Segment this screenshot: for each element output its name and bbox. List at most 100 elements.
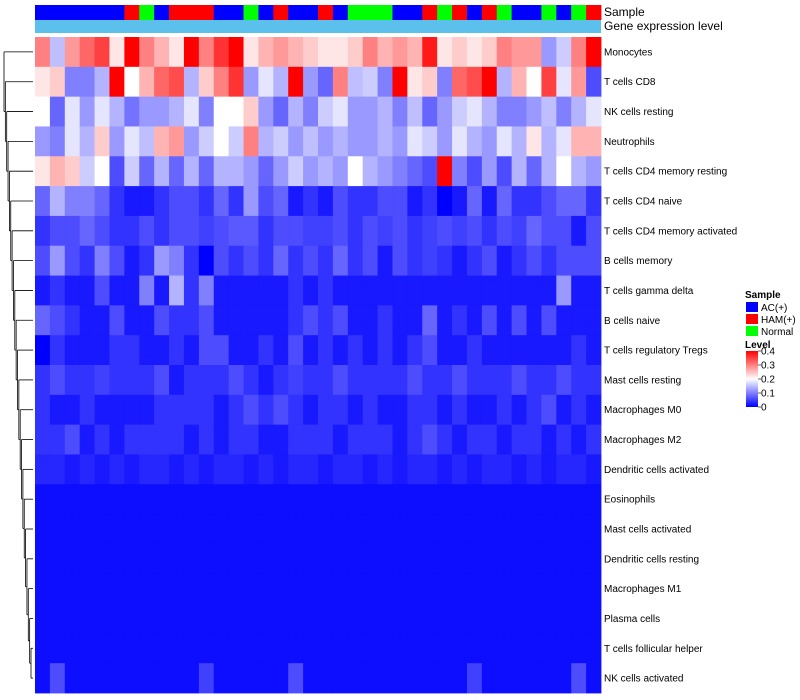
heatmap-cell	[288, 215, 304, 247]
heatmap-cell	[318, 335, 334, 366]
heatmap-cell	[377, 573, 393, 604]
heatmap-cell	[541, 484, 557, 515]
heatmap-cell	[362, 186, 378, 217]
heatmap-cell	[35, 245, 51, 276]
heatmap-cell	[452, 633, 468, 664]
heatmap-cell	[392, 663, 408, 694]
sample-annotation-cell	[556, 5, 572, 20]
heatmap-cell	[392, 484, 408, 515]
heatmap-cell	[332, 215, 349, 247]
heatmap-cell	[154, 663, 170, 694]
heatmap-cell	[124, 275, 140, 306]
heatmap-cell	[109, 424, 125, 455]
heatmap-cell	[273, 96, 289, 127]
heatmap-cell	[139, 305, 155, 336]
heatmap-cell	[35, 484, 51, 515]
heatmap-cell	[273, 365, 289, 396]
heatmap-cell	[496, 603, 513, 634]
heatmap-cell	[347, 305, 364, 336]
heatmap-cell	[198, 365, 215, 396]
heatmap-cell	[198, 573, 215, 604]
heatmap-cell	[511, 484, 527, 515]
sample-annotation-cell	[496, 5, 513, 20]
heatmap-cell	[124, 484, 140, 515]
heatmap-cell	[198, 514, 215, 545]
heatmap-cell	[139, 543, 155, 575]
heatmap-cell	[362, 514, 378, 545]
heatmap-cell	[154, 633, 170, 664]
heatmap-cell	[213, 335, 230, 366]
sample-legend-swatch	[746, 314, 758, 324]
heatmap-cell	[273, 305, 289, 336]
heatmap-cell	[407, 66, 423, 98]
heatmap-cell	[377, 66, 393, 98]
heatmap-cell	[64, 156, 81, 187]
row-label: Mast cells resting	[604, 375, 681, 386]
heatmap-cell	[511, 96, 527, 127]
heatmap-cell	[213, 96, 230, 127]
heatmap-cell	[362, 275, 378, 306]
row-label: T cells CD8	[604, 77, 656, 88]
heatmap-cell	[35, 66, 51, 98]
heatmap-cell	[466, 633, 483, 664]
heatmap-cell	[541, 96, 557, 127]
heatmap-cell	[64, 66, 81, 98]
heatmap-cell	[586, 663, 602, 694]
heatmap-cell	[466, 37, 483, 68]
heatmap-cell	[556, 543, 572, 575]
heatmap-cell	[362, 335, 378, 366]
heatmap-cell	[511, 245, 527, 276]
sample-annotation-cell	[64, 5, 81, 20]
heatmap-cell	[258, 603, 274, 634]
heatmap-cell	[198, 215, 215, 247]
heatmap-cell	[481, 215, 498, 247]
heatmap-cell	[183, 37, 200, 68]
heatmap-cell	[183, 663, 200, 694]
heatmap-cell	[154, 603, 170, 634]
heatmap-cell	[94, 454, 110, 485]
heatmap-cell	[228, 484, 244, 515]
heatmap-cell	[109, 365, 125, 396]
heatmap-cell	[64, 424, 81, 455]
heatmap-cell	[392, 335, 408, 366]
heatmap-cell	[496, 424, 513, 455]
heatmap-cell	[79, 633, 95, 664]
level-colorbar	[746, 351, 758, 407]
heatmap-cell	[481, 454, 498, 485]
heatmap-cell	[49, 633, 66, 664]
heatmap-cell	[586, 305, 602, 336]
heatmap-cell	[526, 66, 542, 98]
heatmap-cell	[332, 394, 349, 426]
heatmap-cell	[511, 275, 527, 306]
heatmap-cell	[64, 663, 81, 694]
heatmap-cell	[392, 245, 408, 276]
heatmap-cell	[586, 37, 602, 68]
heatmap-cell	[466, 275, 483, 306]
heatmap-cell	[481, 633, 498, 664]
heatmap-cell	[332, 365, 349, 396]
heatmap-cell	[303, 37, 319, 68]
heatmap-cell	[437, 514, 453, 545]
heatmap-cell	[79, 603, 95, 634]
heatmap-cell	[213, 484, 230, 515]
sample-annotation-cell	[332, 5, 349, 20]
heatmap-cell	[64, 215, 81, 247]
heatmap-cell	[94, 573, 110, 604]
heatmap-cell	[79, 96, 95, 127]
heatmap-cell	[511, 305, 527, 336]
heatmap-cell	[571, 96, 587, 127]
heatmap-cell	[169, 215, 185, 247]
heatmap-cell	[124, 245, 140, 276]
heatmap-cell	[377, 96, 393, 127]
heatmap-cell	[154, 66, 170, 98]
heatmap-cell	[511, 454, 527, 485]
heatmap-cell	[541, 215, 557, 247]
heatmap-cell	[466, 335, 483, 366]
heatmap-cell	[452, 663, 468, 694]
heatmap-cell	[169, 156, 185, 187]
heatmap-cell	[392, 543, 408, 575]
heatmap-cell	[213, 37, 230, 68]
heatmap-cell	[109, 543, 125, 575]
heatmap-cell	[318, 37, 334, 68]
heatmap-cell	[288, 573, 304, 604]
